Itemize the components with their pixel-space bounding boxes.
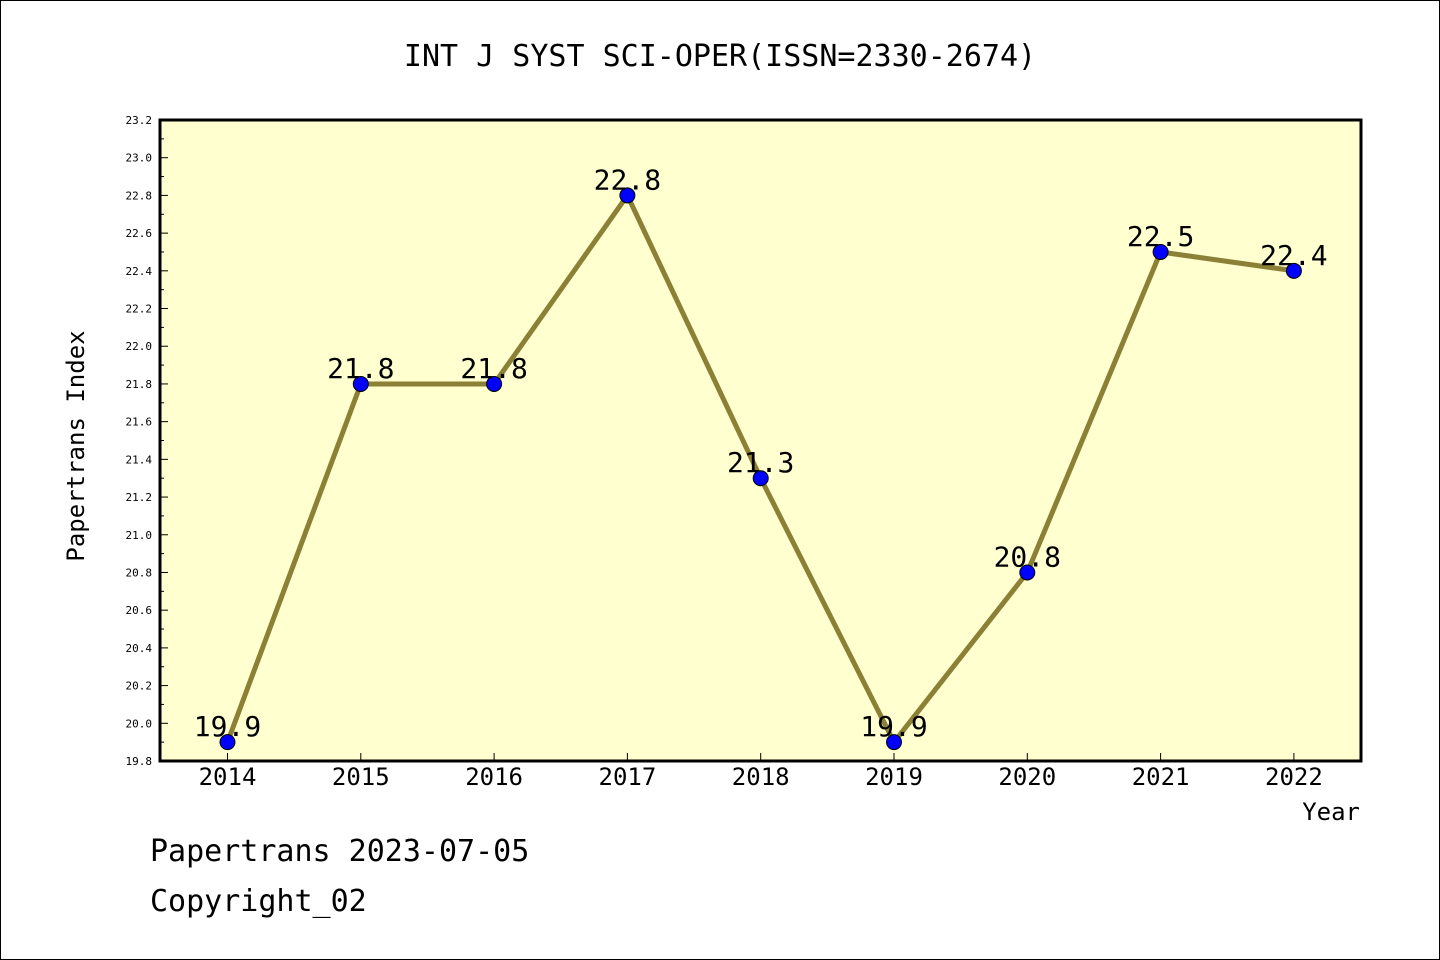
x-tick-label: 2016 xyxy=(465,763,523,791)
y-tick-label: 20.0 xyxy=(126,717,153,730)
x-axis-title: Year xyxy=(1302,798,1360,826)
y-tick-label: 23.0 xyxy=(126,152,153,165)
data-point xyxy=(886,734,902,751)
data-point xyxy=(1285,262,1302,279)
data-point xyxy=(1152,243,1169,260)
y-axis-title: Papertrans Index xyxy=(62,330,90,561)
y-tick-label: 20.2 xyxy=(126,680,153,693)
chart-title: INT J SYST SCI-OPER(ISSN=2330-2674) xyxy=(404,39,1036,74)
data-point xyxy=(752,470,769,487)
y-tick-label: 22.0 xyxy=(126,340,153,353)
data-label: 22.5 xyxy=(1127,220,1194,253)
plot-area xyxy=(158,118,1363,763)
x-tick-label: 2019 xyxy=(865,763,923,791)
y-tick-label: 21.8 xyxy=(126,378,153,391)
x-tick-label: 2014 xyxy=(199,763,257,791)
x-tick-label: 2021 xyxy=(1132,763,1190,791)
y-tick-label: 21.0 xyxy=(126,529,153,542)
data-point xyxy=(619,187,636,204)
y-tick-label: 23.2 xyxy=(126,114,153,127)
footer-date: Papertrans 2023-07-05 xyxy=(150,834,530,869)
y-tick-label: 22.2 xyxy=(126,303,153,316)
y-tick-label: 22.8 xyxy=(126,189,153,202)
data-point xyxy=(486,375,503,392)
data-points xyxy=(219,187,1302,751)
y-tick-label: 19.8 xyxy=(126,755,153,768)
footer-copyright: Copyright_02 xyxy=(150,884,367,919)
data-point xyxy=(1019,564,1036,581)
x-tick-label: 2015 xyxy=(332,763,390,791)
data-label: 19.9 xyxy=(194,710,261,743)
y-tick-label: 21.4 xyxy=(126,453,153,466)
x-tick-label: 2020 xyxy=(998,763,1056,791)
x-tick-label: 2017 xyxy=(599,763,657,791)
data-label: 22.8 xyxy=(594,163,661,196)
data-point xyxy=(352,375,369,392)
x-axis: 2014 2015 2016 2017 2018 2019 2020 2021 2022 xyxy=(199,753,1323,791)
y-tick-label: 20.8 xyxy=(126,566,153,579)
y-axis: 19.8 20.0 20.2 20.4 20.6 20.8 21.0 21.2 21.4 21.6… xyxy=(126,114,168,768)
y-tick-label: 20.6 xyxy=(126,604,153,617)
y-tick-label: 21.2 xyxy=(126,491,153,504)
data-label: 22.4 xyxy=(1260,239,1327,272)
data-label: 20.8 xyxy=(994,540,1061,573)
data-label: 21.8 xyxy=(327,352,394,385)
y-tick-label: 20.4 xyxy=(126,642,153,655)
y-tick-label: 22.6 xyxy=(126,227,153,240)
data-label: 19.9 xyxy=(860,710,927,743)
data-label: 21.3 xyxy=(727,446,794,479)
data-label: 21.8 xyxy=(460,352,527,385)
x-tick-label: 2022 xyxy=(1265,763,1323,791)
data-point xyxy=(219,734,236,751)
y-tick-label: 22.4 xyxy=(126,265,153,278)
data-labels: 19.9 21.8 21.8 22.8 21.3 19.9 20.8 22.5 22.4 xyxy=(194,163,1328,743)
x-tick-label: 2018 xyxy=(732,763,790,791)
y-tick-label: 21.6 xyxy=(126,416,153,429)
